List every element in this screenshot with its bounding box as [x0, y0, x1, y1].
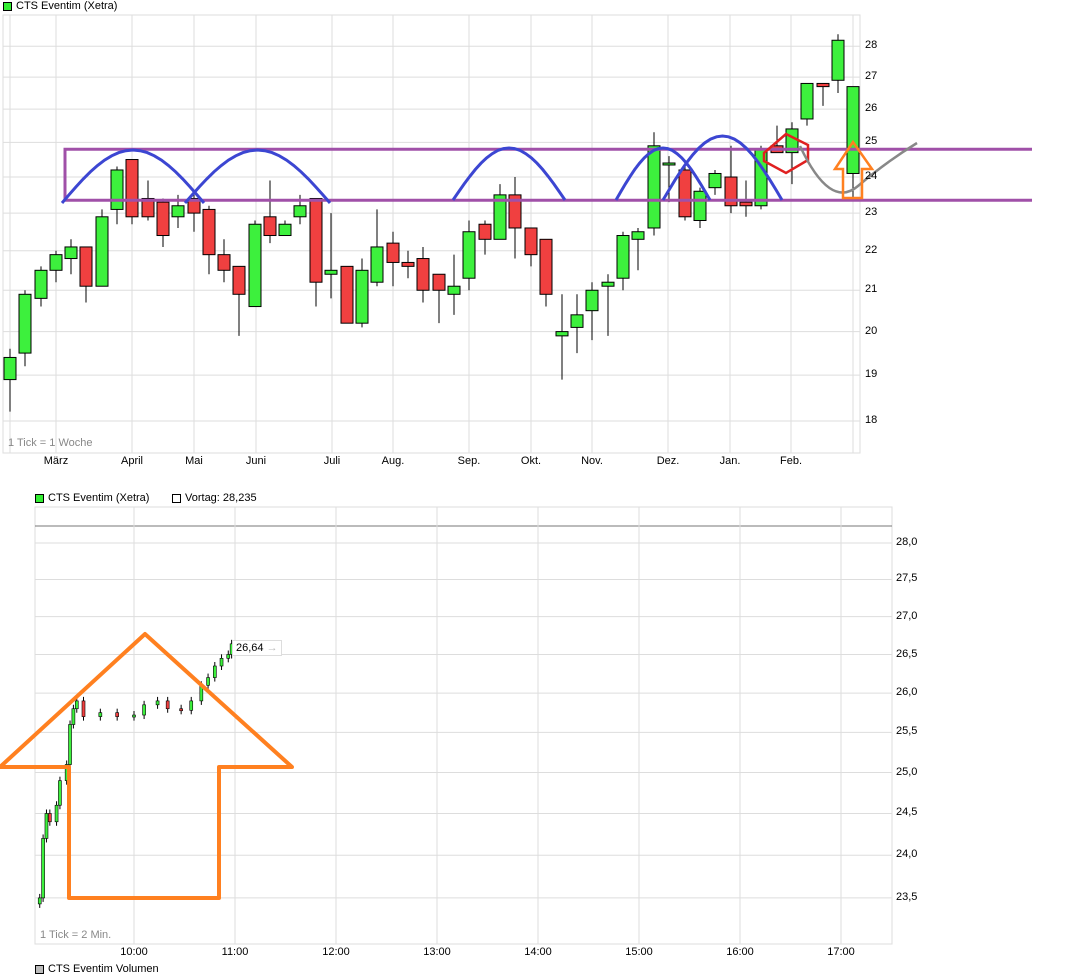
x-tick-label: 16:00 [726, 946, 754, 958]
legend-swatch-green [3, 1, 12, 11]
prev-close-legend: Vortag: 28,235 [172, 492, 257, 504]
y-tick-label: 27 [865, 70, 878, 83]
bottom-chart [0, 506, 893, 945]
x-tick-label: Juli [323, 455, 341, 467]
prev-close-label: Vortag: 28,235 [185, 492, 257, 504]
x-tick-label: Feb. [779, 455, 803, 467]
last-price-box: 26,64 → [232, 640, 282, 656]
y-tick-label: 24,0 [896, 848, 918, 861]
y-tick-label: 26,5 [896, 647, 918, 660]
x-tick-label: Aug. [381, 455, 405, 467]
y-tick-label: 25,0 [896, 765, 918, 778]
y-tick-label: 28 [865, 39, 878, 52]
x-tick-label: Okt. [520, 455, 542, 467]
y-tick-label: 25 [865, 135, 878, 148]
bottom-chart-legend-label: CTS Eventim (Xetra) [48, 492, 150, 504]
y-tick-label: 25,5 [896, 725, 918, 738]
legend-swatch-white [172, 493, 181, 503]
x-tick-label: 14:00 [524, 946, 552, 958]
x-tick-label: 17:00 [827, 946, 855, 958]
bottom-chart-legend: CTS Eventim (Xetra) [35, 492, 149, 504]
y-tick-label: 23,5 [896, 890, 918, 903]
y-tick-label: 21 [865, 283, 878, 296]
x-tick-label: Juni [245, 455, 267, 467]
x-tick-label: 12:00 [322, 946, 350, 958]
y-tick-label: 20 [865, 324, 878, 337]
x-tick-label: 11:00 [221, 946, 249, 958]
x-tick-label: Sep. [457, 455, 481, 467]
y-tick-label: 18 [865, 413, 878, 426]
top-tick-note: 1 Tick = 1 Woche [8, 437, 93, 449]
y-tick-label: 23 [865, 206, 878, 219]
y-tick-label: 19 [865, 368, 878, 381]
last-price-label: 26,64 [236, 642, 264, 654]
x-tick-label: Jan. [719, 455, 741, 467]
x-tick-label: 13:00 [423, 946, 451, 958]
y-tick-label: 26,0 [896, 686, 918, 699]
top-chart-legend: CTS Eventim (Xetra) [3, 0, 117, 12]
bottom-tick-note: 1 Tick = 2 Min. [40, 929, 112, 941]
legend-swatch-grey [35, 964, 44, 974]
x-tick-label: Mai [185, 455, 203, 467]
y-tick-label: 24 [865, 170, 878, 182]
legend-swatch-green [35, 493, 44, 503]
x-tick-label: Dez. [656, 455, 680, 467]
x-tick-label: März [43, 455, 69, 467]
top-chart-legend-label: CTS Eventim (Xetra) [16, 0, 118, 12]
y-tick-label: 22 [865, 243, 878, 256]
volume-legend-label: CTS Eventim Volumen [48, 963, 159, 975]
x-tick-label: 10:00 [120, 946, 148, 958]
arrow-right-icon: → [266, 642, 278, 654]
x-tick-label: 15:00 [625, 946, 653, 958]
x-tick-label: April [120, 455, 144, 467]
x-tick-label: Nov. [581, 455, 603, 467]
y-tick-label: 27,5 [896, 572, 918, 585]
y-tick-label: 24,5 [896, 806, 918, 819]
y-tick-label: 27,0 [896, 609, 918, 622]
top-chart [2, 14, 1032, 454]
y-tick-label: 26 [865, 102, 878, 115]
volume-legend: CTS Eventim Volumen [35, 963, 159, 975]
y-tick-label: 28,0 [896, 535, 918, 548]
